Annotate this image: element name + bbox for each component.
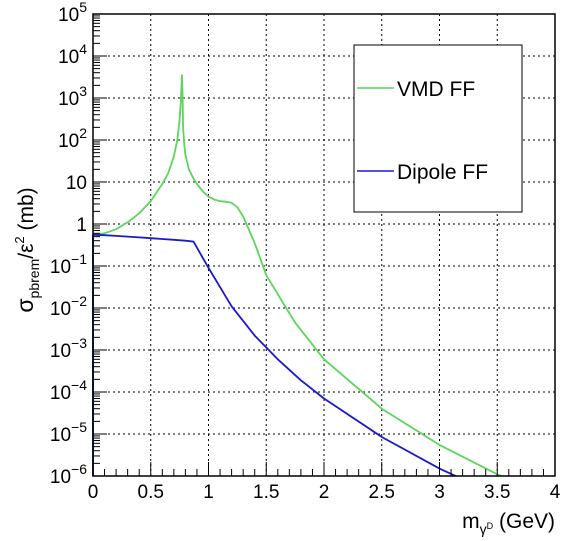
y-tick-label: 10−6 (50, 461, 87, 488)
series-line-dipole-ff (93, 234, 458, 476)
y-tick-label: 105 (58, 0, 87, 26)
x-tick-label: 1.5 (253, 482, 279, 503)
series-line-vmd-ff (93, 74, 504, 476)
legend-label-dipole: Dipole FF (397, 161, 488, 184)
y-axis-title: σpbrem/ε2 (mb) (12, 187, 42, 312)
y-tick-label: 102 (58, 125, 87, 152)
y-tick-label: 103 (58, 83, 87, 110)
x-tick-label: 1 (203, 482, 214, 503)
y-tick-label: 104 (58, 41, 87, 68)
y-tick-label: 1 (76, 215, 87, 236)
x-tick-label: 0.5 (138, 482, 164, 503)
y-tick-label: 10−3 (50, 335, 87, 362)
y-tick-label: 10 (66, 173, 87, 194)
y-tick-label: 10−1 (50, 251, 87, 278)
legend: VMD FF Dipole FF (353, 44, 523, 213)
legend-box (353, 44, 523, 213)
y-tick-label: 10−5 (50, 419, 87, 446)
x-tick-label: 4 (550, 482, 561, 503)
x-tick-label: 3.5 (484, 482, 510, 503)
x-tick-label: 3 (434, 482, 445, 503)
x-tick-label: 2 (319, 482, 330, 503)
y-tick-label: 10−2 (50, 293, 87, 320)
legend-label-vmd: VMD FF (397, 78, 475, 101)
x-tick-label: 0 (88, 482, 99, 503)
y-tick-label: 10−4 (50, 377, 87, 404)
x-tick-label: 2.5 (369, 482, 395, 503)
tick-labels: 0 0.5 1 1.5 2 2.5 3 3.5 410510410310210110−110−2… (50, 0, 561, 503)
x-axis-title: mγD (GeV) (462, 510, 555, 537)
ticks (92, 13, 556, 477)
